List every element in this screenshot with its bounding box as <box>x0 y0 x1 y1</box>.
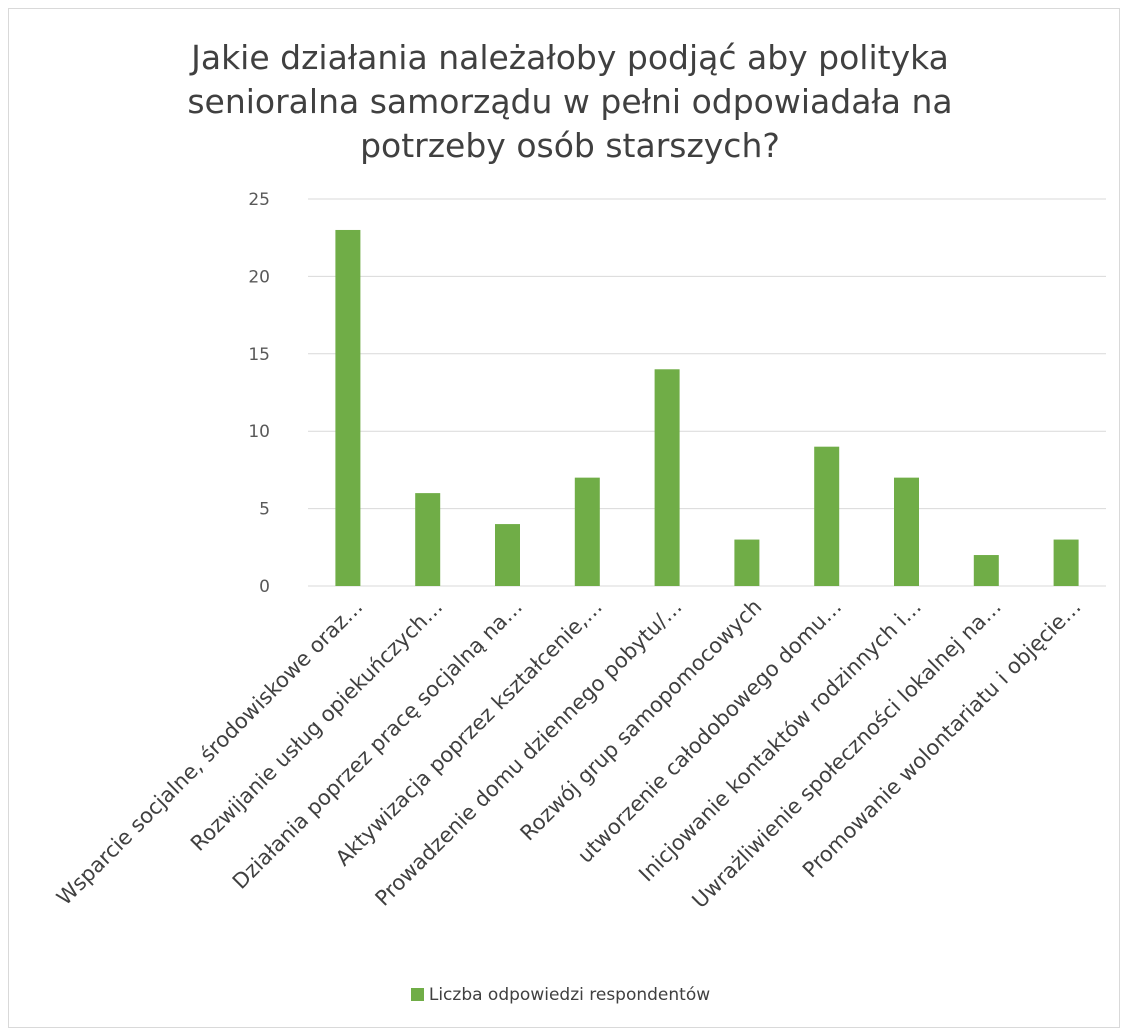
x-category-label: Promowanie wolontariatu i objęcie… <box>798 595 1086 883</box>
bar <box>734 539 760 586</box>
y-axis-ticks: 0 5 10 15 20 25 <box>248 190 270 597</box>
chart-title: Jakie działania należałoby podjąć aby po… <box>187 38 953 165</box>
y-tick-label: 5 <box>259 500 270 520</box>
x-category-label: Wsparcie socjalne, środowiskowe oraz… <box>52 595 367 910</box>
y-tick-label: 10 <box>248 422 270 442</box>
bar <box>1053 539 1079 586</box>
bars <box>335 229 1079 586</box>
bar <box>495 524 520 586</box>
legend-label: Liczba odpowiedzi respondentów <box>428 985 711 1005</box>
y-tick-label: 15 <box>248 345 270 365</box>
bar <box>814 446 840 586</box>
gridlines <box>308 198 1106 587</box>
bar <box>973 555 999 586</box>
bar <box>574 477 600 586</box>
legend-swatch <box>410 988 424 1001</box>
bar <box>415 493 441 586</box>
x-category-label: Inicjowanie kontaktów rodzinnych i… <box>634 595 926 887</box>
y-tick-label: 20 <box>248 267 270 287</box>
chart-frame <box>8 8 1120 1028</box>
y-tick-label: 25 <box>248 190 270 210</box>
bar <box>335 229 361 586</box>
y-tick-label: 0 <box>259 577 270 597</box>
bar <box>654 369 680 586</box>
x-category-label: Działania poprzez pracę socjalną na… <box>228 595 527 894</box>
bar <box>894 477 919 586</box>
legend: Liczba odpowiedzi respondentów <box>0 985 1121 1005</box>
x-axis-labels: Wsparcie socjalne, środowiskowe oraz…Roz… <box>52 595 1086 913</box>
